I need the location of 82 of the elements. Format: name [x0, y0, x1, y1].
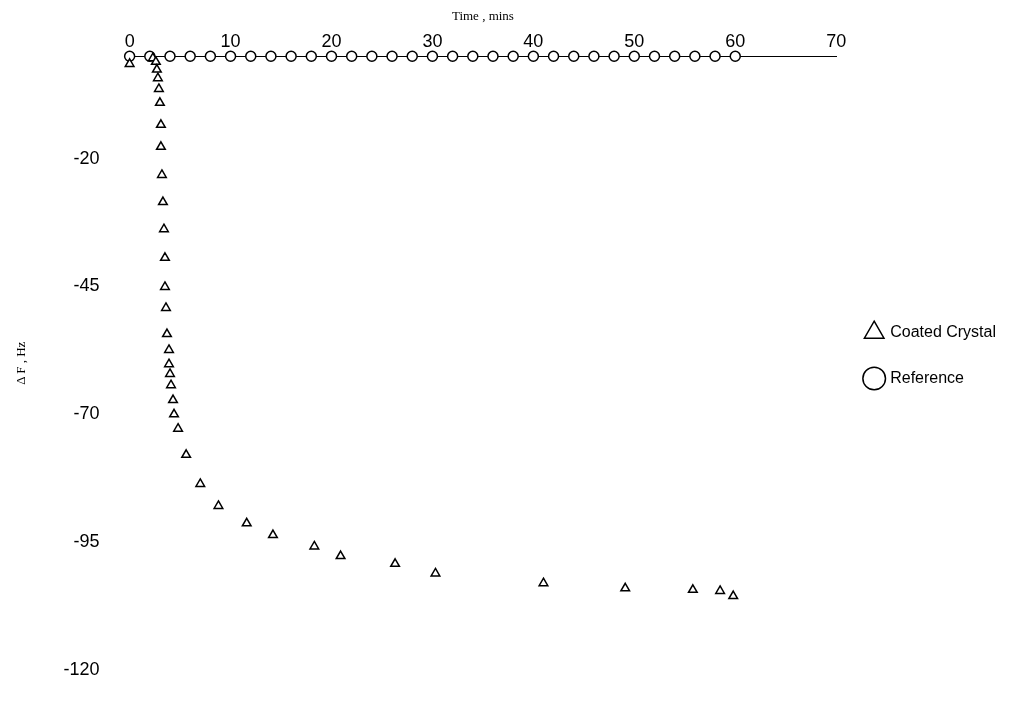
point: [155, 141, 166, 151]
point: [124, 58, 135, 68]
point: [608, 50, 620, 62]
point: [538, 577, 549, 587]
point: [156, 169, 168, 179]
point: [309, 540, 320, 550]
point: [204, 50, 217, 62]
point: [628, 50, 641, 62]
y-tick-label: -45: [73, 275, 100, 296]
point: [224, 50, 237, 62]
x-tick-label: 10: [220, 31, 241, 52]
point: [167, 394, 179, 404]
point: [184, 50, 196, 62]
point: [159, 281, 171, 291]
point: [687, 584, 698, 594]
point: [267, 529, 279, 539]
point: [715, 585, 726, 595]
point: [406, 50, 418, 62]
point: [245, 50, 257, 62]
y-axis-title: Δ F , Hz: [13, 341, 29, 385]
point: [163, 344, 175, 354]
point: [157, 196, 169, 206]
point: [366, 50, 378, 62]
y-tick-label: -120: [63, 659, 100, 680]
point: [152, 72, 163, 82]
point: [151, 63, 162, 73]
point: [165, 379, 177, 389]
point: [160, 302, 172, 312]
point: [335, 550, 346, 560]
point: [155, 119, 166, 129]
point: [728, 590, 739, 600]
point: [285, 50, 297, 62]
point: [709, 50, 721, 62]
point: [173, 422, 184, 432]
point: [430, 567, 441, 577]
point: [159, 252, 171, 262]
y-tick-label: -20: [73, 147, 100, 168]
point: [158, 223, 170, 233]
point: [150, 56, 161, 66]
y-tick-label: -95: [73, 531, 100, 552]
x-tick-label: 30: [422, 31, 443, 52]
point: [446, 50, 459, 62]
legend-label: Coated Crystal: [890, 322, 997, 340]
x-tick-label: 20: [321, 31, 342, 52]
point: [345, 50, 358, 62]
point: [168, 408, 180, 418]
x-axis-title: Time , mins: [451, 8, 514, 24]
point: [648, 50, 661, 62]
point: [305, 50, 318, 62]
point: [467, 50, 479, 62]
point: [390, 558, 401, 568]
point: [588, 50, 600, 62]
point: [689, 50, 701, 62]
point: [164, 50, 176, 62]
legend-label: Reference: [890, 368, 965, 386]
point: [325, 50, 338, 62]
point: [620, 582, 631, 592]
point: [195, 478, 206, 488]
x-tick-label: 70: [826, 31, 847, 52]
point: [568, 50, 580, 62]
point: [154, 97, 165, 107]
point: [153, 83, 164, 93]
point: [386, 50, 398, 62]
point: [213, 500, 224, 510]
x-tick-label: 40: [523, 31, 544, 52]
x-tick-label: 50: [624, 31, 645, 52]
point: [487, 50, 499, 62]
point: [265, 50, 277, 62]
y-tick-label: -70: [73, 403, 100, 424]
point: [181, 449, 192, 459]
x-tick-label: 60: [725, 31, 746, 52]
point: [161, 328, 173, 338]
point: [527, 50, 540, 62]
point: [729, 50, 741, 62]
point: [163, 358, 175, 368]
point: [241, 517, 252, 527]
point: [164, 368, 176, 378]
x-tick-label: 0: [124, 31, 135, 52]
point: [668, 50, 681, 62]
point: [547, 50, 560, 62]
point: [426, 50, 439, 62]
point: [507, 50, 519, 62]
